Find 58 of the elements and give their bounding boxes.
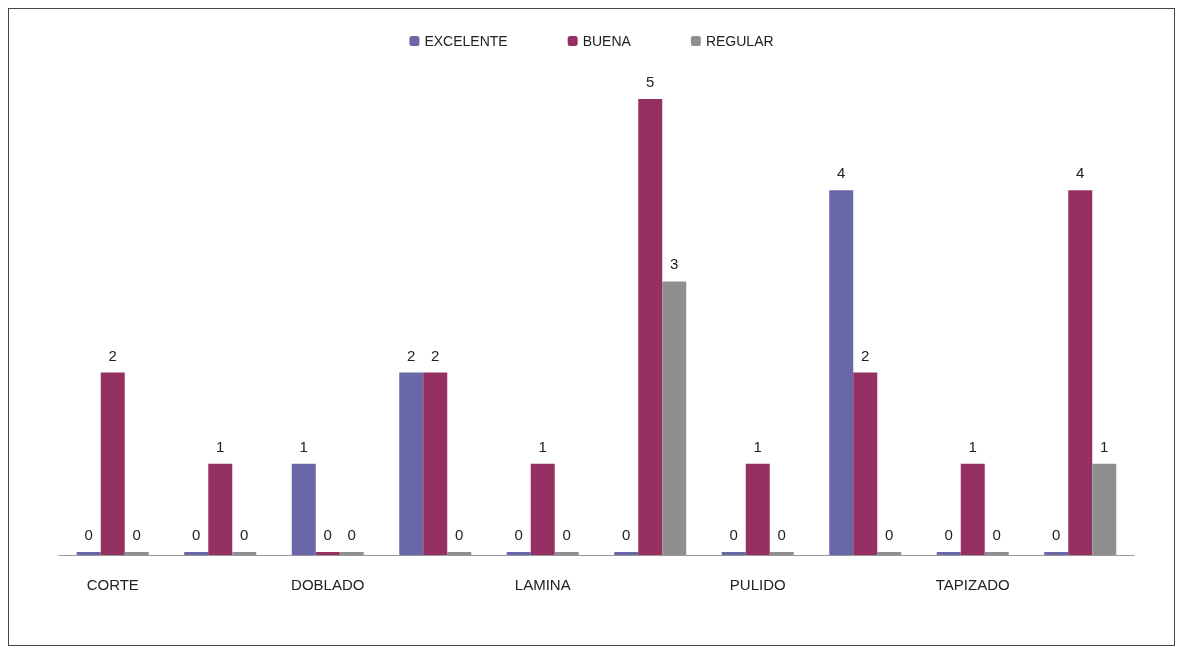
bar (76, 552, 101, 555)
data-label: 0 (885, 526, 894, 543)
data-label: 0 (192, 526, 201, 543)
data-label: 1 (1100, 437, 1109, 455)
bar (1044, 552, 1069, 555)
data-label: 0 (132, 526, 141, 543)
data-label: 1 (753, 437, 762, 455)
data-label: 2 (108, 346, 117, 364)
x-tick-label: DOBLADO (291, 576, 365, 593)
bar (399, 372, 424, 555)
data-label: 0 (992, 526, 1001, 543)
x-tick-label: LAMINA (514, 576, 571, 593)
data-label: 0 (1052, 526, 1061, 543)
data-label: 0 (240, 526, 249, 543)
data-label: 4 (1076, 164, 1085, 182)
data-label: 5 (646, 73, 655, 90)
data-label: 3 (670, 255, 679, 273)
bar (721, 552, 746, 555)
legend-label: EXCELENTE (424, 33, 508, 49)
bar (315, 552, 340, 555)
data-label: 2 (431, 346, 440, 364)
bar (614, 552, 639, 555)
data-label: 0 (944, 526, 953, 543)
bar (936, 552, 961, 555)
data-label: 2 (861, 346, 870, 364)
data-label: 2 (407, 346, 416, 364)
bar (423, 372, 448, 555)
bar (530, 463, 555, 555)
x-tick-label: PULIDO (729, 576, 786, 593)
data-label: 1 (216, 437, 225, 455)
data-label: 0 (514, 526, 523, 543)
legend-label: BUENA (582, 33, 632, 49)
bar (291, 463, 316, 555)
data-label: 4 (837, 164, 846, 182)
bar (638, 99, 663, 555)
data-label: 0 (622, 526, 631, 543)
bar (745, 463, 770, 555)
bar (1068, 190, 1093, 555)
data-label: 1 (968, 437, 977, 455)
x-tick-label: TAPIZADO (935, 576, 1010, 593)
bar (853, 372, 878, 555)
x-tick-label: CORTE (86, 576, 139, 593)
bar (208, 463, 233, 555)
data-label: 0 (777, 526, 786, 543)
bar (184, 552, 209, 555)
bar (960, 463, 985, 555)
bar (829, 190, 854, 555)
bar (100, 372, 125, 555)
bar (506, 552, 531, 555)
data-label: 0 (455, 526, 464, 543)
legend-label: REGULAR (705, 33, 774, 49)
data-label: 1 (538, 437, 547, 455)
data-label: 0 (347, 526, 356, 543)
data-label: 0 (84, 526, 93, 543)
data-label: 0 (562, 526, 571, 543)
data-label: 0 (729, 526, 738, 543)
data-label: 0 (323, 526, 332, 543)
data-label: 1 (299, 437, 308, 455)
